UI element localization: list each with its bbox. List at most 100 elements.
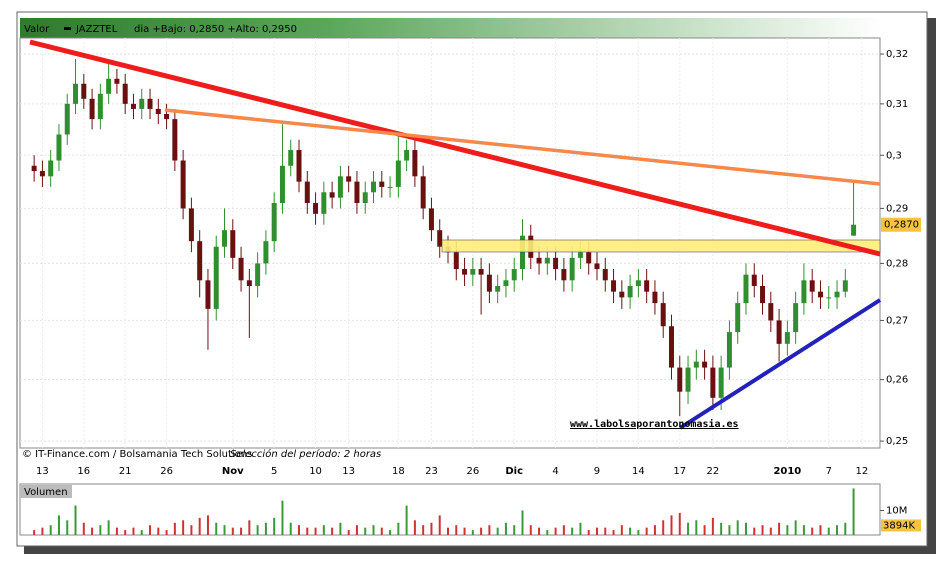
volume-bar [74, 505, 77, 535]
candle-body [122, 83, 128, 104]
candle-body [495, 285, 501, 292]
trend-line-blue [678, 298, 882, 430]
candle-body [230, 230, 236, 258]
volume-bar [273, 517, 276, 535]
candle-body [710, 367, 716, 398]
candle-body [627, 285, 633, 298]
volume-bar [372, 525, 375, 535]
candle-body [48, 160, 54, 177]
volume-bar [852, 488, 855, 535]
candle-body [635, 280, 641, 286]
volume-bar [629, 527, 632, 535]
volume-bar [794, 520, 797, 535]
candle-body [503, 280, 509, 286]
volume-bar [819, 525, 822, 535]
volume-bar [380, 527, 383, 535]
volume-bar [91, 527, 94, 535]
x-tick-label: 7 [826, 466, 832, 477]
volume-bar [521, 510, 524, 535]
candle-body [519, 235, 525, 270]
candle-body [246, 280, 252, 286]
candle-body [164, 114, 170, 120]
volume-bar [836, 525, 839, 535]
candle-body [188, 208, 194, 242]
candle-body [784, 332, 790, 344]
volume-bar [422, 525, 425, 535]
volume-bar [662, 520, 665, 535]
volume-bar [298, 525, 301, 535]
y-tick-label: 0,27 [886, 315, 908, 326]
volume-bar [281, 500, 284, 535]
volume-bar [496, 527, 499, 535]
candle-body [106, 78, 112, 94]
candle-body [404, 150, 410, 161]
volume-bar [355, 525, 358, 535]
volume-bar [802, 525, 805, 535]
volume-last-bg [881, 519, 921, 532]
volume-bar [182, 520, 185, 535]
x-tick-label: Nov [222, 466, 244, 477]
x-tick-label: 16 [77, 466, 90, 477]
candle-body [379, 181, 385, 187]
candle-body [553, 257, 559, 270]
candle-body [39, 171, 45, 177]
y-tick-label: 0,28 [886, 258, 908, 269]
x-tick-label: 26 [466, 466, 479, 477]
volume-bar [33, 530, 36, 535]
volume-bar [728, 525, 731, 535]
volume-bar [604, 527, 607, 535]
volume-bar [612, 530, 615, 535]
candle-body [743, 274, 749, 304]
volume-bar [438, 515, 441, 535]
candle-body [205, 280, 211, 309]
candle-body [760, 285, 766, 304]
candle-body [271, 203, 277, 242]
candle-body [263, 241, 269, 264]
volume-bar [66, 520, 69, 535]
candle-body [718, 367, 724, 398]
volume-bar [206, 515, 209, 535]
volume-bar [678, 512, 681, 535]
volume-bar [645, 527, 648, 535]
candle-body [478, 269, 484, 275]
candle-body [395, 160, 401, 187]
volume-bar [389, 530, 392, 535]
volume-title-bg [20, 485, 72, 498]
candle-body [544, 257, 550, 264]
volume-bar [513, 525, 516, 535]
volume-bar [231, 527, 234, 535]
volume-bar [471, 530, 474, 535]
candle-body [834, 291, 840, 298]
volume-bar [687, 522, 690, 535]
volume-bar [339, 522, 342, 535]
x-tick-label: 10 [309, 466, 322, 477]
candle-body [296, 150, 302, 182]
volume-bar [529, 525, 532, 535]
volume-bar [107, 520, 110, 535]
volume-bar [124, 530, 127, 535]
candle-body [238, 257, 244, 281]
volume-bar [463, 527, 466, 535]
x-tick-label: 17 [673, 466, 686, 477]
volume-bar [711, 517, 714, 535]
candle-body [81, 83, 87, 99]
volume-bar [455, 525, 458, 535]
candle-body [73, 83, 79, 104]
candle-body [735, 303, 741, 333]
x-tick-label: 9 [594, 466, 600, 477]
candle-body [536, 257, 542, 264]
volume-bar [240, 527, 243, 535]
candle-body [387, 186, 393, 188]
last-price-bg [881, 217, 921, 232]
volume-bar [322, 525, 325, 535]
candle-body [64, 103, 70, 135]
header-bar [20, 18, 882, 38]
volume-bar [223, 525, 226, 535]
y-tick-label: 0,3 [886, 150, 902, 161]
candle-body [222, 230, 228, 247]
volume-bar [480, 527, 483, 535]
volume-bar [670, 515, 673, 535]
volume-bar [703, 525, 706, 535]
volume-bar [587, 530, 590, 535]
candle-body [255, 263, 261, 286]
